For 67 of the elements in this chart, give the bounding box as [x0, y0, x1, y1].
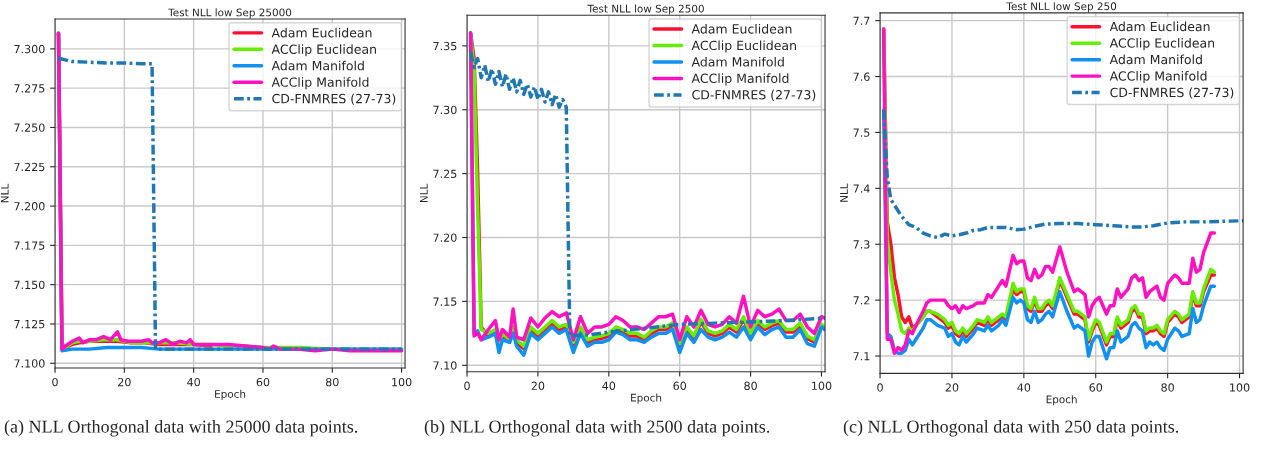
x-tick-label: 40 — [602, 381, 616, 391]
x-tick-label: 80 — [744, 381, 757, 391]
y-tick-label: 7.10 — [433, 361, 457, 370]
x-tick-label: 80 — [325, 377, 339, 387]
legend-label: ACClip Euclidean — [271, 44, 376, 57]
y-tick-label: 7.275 — [14, 84, 45, 93]
y-tick-label: 7.7 — [853, 16, 870, 25]
legend-label: ACClip Euclidean — [1109, 38, 1215, 51]
y-tick-label: 7.25 — [433, 169, 457, 179]
y-tick-label: 7.175 — [14, 241, 45, 250]
y-tick-label: 7.6 — [853, 72, 870, 81]
legend-label: Adam Manifold — [691, 56, 784, 67]
x-tick-label: 100 — [392, 377, 412, 387]
y-tick-label: 7.100 — [14, 359, 45, 368]
x-tick-label: 0 — [464, 381, 470, 391]
y-tick-label: 7.15 — [433, 297, 457, 306]
x-tick-label: 100 — [812, 381, 832, 391]
y-tick-label: 7.200 — [14, 202, 45, 211]
x-tick-label: 100 — [1230, 383, 1250, 392]
x-axis-title: Epoch — [631, 393, 662, 404]
legend-label: Adam Manifold — [1109, 54, 1202, 65]
y-tick-label: 7.35 — [433, 41, 457, 51]
x-tick-label: 40 — [1017, 383, 1031, 392]
y-tick-label: 7.4 — [853, 184, 870, 193]
x-axis-title: Epoch — [215, 389, 246, 400]
y-axis-title: NLL — [840, 183, 848, 202]
x-axis-title: Epoch — [1046, 395, 1077, 406]
text: (a) NLL Orthogonal data with 25000 data points. — [4, 420, 358, 437]
x-tick-label: 20 — [118, 377, 131, 387]
x-tick-label: 0 — [877, 383, 883, 392]
x-tick-label: 60 — [256, 377, 270, 387]
y-tick-label: 7.225 — [14, 162, 45, 172]
x-tick-label: 80 — [1161, 383, 1174, 392]
y-tick-label: 7.30 — [433, 105, 457, 115]
chart-title: Test NLL low Sep 2500 — [587, 4, 704, 15]
y-axis-title: NLL — [0, 183, 9, 203]
legend-label: ACClip Manifold — [271, 77, 369, 90]
x-tick-label: 20 — [531, 381, 545, 391]
chart-title: Test NLL low Sep 250 — [1006, 2, 1117, 13]
y-tick-label: 7.1 — [853, 352, 870, 361]
y-tick-label: 7.300 — [14, 44, 45, 54]
legend-label: Adam Manifold — [271, 60, 364, 71]
legend-label: ACClip Manifold — [1109, 70, 1207, 84]
chart-title: Test NLL low Sep 25000 — [168, 8, 292, 19]
x-tick-label: 0 — [52, 377, 58, 387]
x-tick-label: 60 — [1089, 383, 1103, 392]
legend-label: Adam Euclidean — [691, 23, 792, 34]
y-tick-label: 7.150 — [14, 280, 45, 290]
y-tick-label: 7.5 — [853, 128, 870, 137]
legend-label: ACClip Manifold — [691, 73, 789, 86]
x-tick-label: 40 — [187, 377, 200, 387]
legend-label: CD-FNMRES (27-73) — [272, 93, 396, 105]
y-tick-label: 7.2 — [853, 296, 870, 305]
y-tick-label: 7.20 — [433, 233, 457, 242]
y-tick-label: 7.125 — [14, 319, 45, 329]
legend-label: ACClip Euclidean — [691, 40, 796, 53]
x-tick-label: 60 — [673, 381, 687, 391]
legend-label: Adam Euclidean — [271, 27, 372, 38]
text: (c) NLL Orthogonal data with 250 data points. — [843, 420, 1179, 437]
y-tick-label: 7.250 — [14, 123, 45, 132]
y-tick-label: 7.3 — [853, 240, 870, 249]
text: (b) NLL Orthogonal data with 2500 data points. — [424, 420, 770, 437]
y-axis-title: NLL — [420, 183, 428, 203]
legend-label: CD-FNMRES (27-73) — [692, 89, 816, 101]
x-tick-label: 20 — [945, 383, 959, 392]
legend-label: Adam Euclidean — [1109, 21, 1210, 32]
legend-label: CD-FNMRES (27-73) — [1110, 87, 1234, 99]
